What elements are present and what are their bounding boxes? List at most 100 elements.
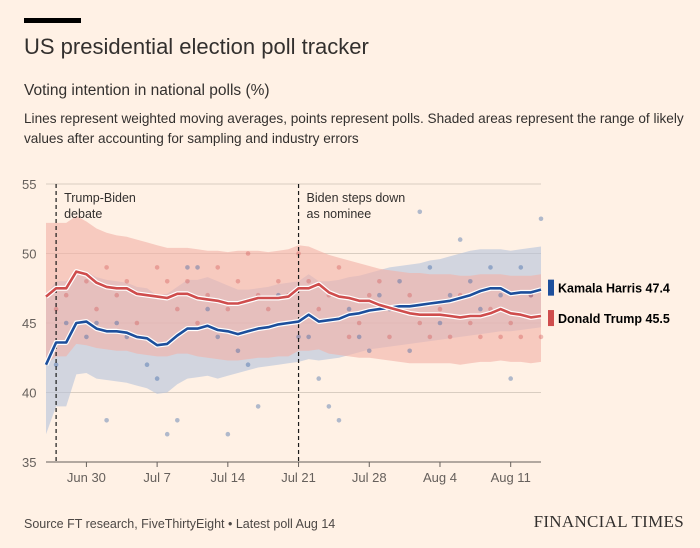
poll-point bbox=[407, 292, 412, 298]
poll-point bbox=[397, 279, 402, 284]
x-tick-label: Jun 30 bbox=[67, 470, 106, 485]
poll-point bbox=[336, 418, 342, 423]
poll-point bbox=[164, 279, 170, 284]
y-tick-label: 40 bbox=[22, 386, 36, 401]
poll-point bbox=[538, 334, 544, 340]
poll-point bbox=[488, 265, 493, 270]
poll-point bbox=[366, 348, 372, 354]
poll-point bbox=[154, 265, 160, 270]
y-tick-label: 45 bbox=[22, 316, 36, 331]
poll-point bbox=[377, 292, 382, 298]
poll-point bbox=[215, 265, 221, 270]
y-tick-label: 35 bbox=[22, 455, 36, 470]
poll-point bbox=[296, 334, 301, 340]
poll-point bbox=[175, 418, 180, 423]
y-tick-label: 55 bbox=[22, 177, 36, 192]
poll-point bbox=[164, 431, 170, 437]
poll-point bbox=[63, 320, 69, 326]
poll-point bbox=[195, 265, 200, 270]
poll-point bbox=[478, 334, 483, 340]
annotation-label: as nominee bbox=[307, 207, 372, 221]
poll-point bbox=[417, 320, 423, 326]
poll-point bbox=[94, 320, 99, 326]
poll-point bbox=[185, 279, 190, 284]
y-tick-label: 50 bbox=[22, 247, 36, 262]
poll-point bbox=[225, 306, 231, 312]
poll-point bbox=[205, 292, 210, 298]
annotation-label: Trump-Biden bbox=[64, 191, 136, 205]
poll-point bbox=[175, 306, 180, 312]
label-marker-donald-trump bbox=[548, 310, 554, 327]
poll-point bbox=[276, 279, 281, 284]
poll-point bbox=[467, 279, 473, 284]
x-tick-label: Jul 28 bbox=[352, 470, 387, 485]
poll-point bbox=[195, 320, 200, 326]
poll-point bbox=[478, 306, 483, 312]
poll-point bbox=[417, 209, 423, 215]
poll-point bbox=[427, 334, 433, 340]
poll-point bbox=[235, 348, 241, 354]
line-kamala-harris bbox=[44, 287, 542, 366]
poll-point bbox=[245, 362, 251, 367]
poll-point bbox=[366, 292, 372, 298]
poll-point bbox=[356, 320, 362, 326]
poll-point bbox=[498, 292, 503, 298]
x-tick-label: Jul 7 bbox=[143, 470, 170, 485]
poll-point bbox=[518, 265, 524, 270]
x-tick-label: Jul 21 bbox=[281, 470, 316, 485]
poll-point bbox=[538, 216, 544, 222]
poll-point bbox=[215, 334, 221, 340]
ft-logo: FINANCIAL TIMES bbox=[533, 512, 684, 531]
poll-point bbox=[508, 320, 513, 326]
poll-point bbox=[114, 292, 120, 298]
poll-point bbox=[346, 334, 352, 340]
poll-point bbox=[53, 306, 59, 312]
poll-point bbox=[387, 334, 392, 340]
poll-point bbox=[427, 265, 433, 270]
annotation-label: Biden steps down bbox=[307, 191, 406, 205]
chart-title: US presidential election poll tracker bbox=[24, 34, 369, 59]
poll-point bbox=[407, 348, 412, 354]
poll-point bbox=[306, 334, 311, 340]
poll-point bbox=[296, 251, 301, 256]
poll-point bbox=[53, 362, 59, 367]
poll-point bbox=[457, 237, 463, 242]
poll-point bbox=[306, 279, 311, 284]
x-tick-label: Jul 14 bbox=[210, 470, 245, 485]
poll-point bbox=[346, 306, 352, 312]
chart-description: Lines represent weighted moving averages… bbox=[24, 111, 684, 146]
label-marker-kamala-harris bbox=[548, 279, 554, 296]
source-note: Source FT research, FiveThirtyEight • La… bbox=[24, 517, 336, 531]
poll-chart: 35 40 45 50 55 Jun 30 Jul 7 Jul 14 Jul 21 Jul 28 A… bbox=[22, 177, 670, 485]
poll-point bbox=[185, 265, 190, 270]
poll-point bbox=[326, 404, 332, 409]
poll-point bbox=[245, 251, 251, 256]
poll-point bbox=[316, 376, 322, 381]
poll-point bbox=[104, 418, 109, 423]
end-label-donald-trump: Donald Trump 45.5 bbox=[558, 312, 670, 326]
poll-point bbox=[508, 376, 513, 381]
poll-point bbox=[316, 306, 322, 312]
poll-point bbox=[518, 334, 524, 340]
annotation-label: debate bbox=[64, 207, 102, 221]
poll-point bbox=[235, 279, 241, 284]
chart-subtitle: Voting intention in national polls (%) bbox=[24, 82, 270, 99]
header-rule bbox=[24, 18, 81, 23]
x-tick-label: Aug 4 bbox=[423, 470, 457, 485]
poll-point bbox=[356, 334, 362, 340]
poll-point bbox=[447, 292, 453, 298]
poll-point bbox=[437, 306, 443, 312]
poll-point bbox=[255, 404, 261, 409]
poll-point bbox=[447, 334, 453, 340]
poll-point bbox=[265, 306, 271, 312]
poll-point bbox=[205, 306, 210, 312]
poll-point bbox=[84, 334, 89, 340]
poll-point bbox=[377, 279, 382, 284]
poll-point bbox=[94, 306, 99, 312]
poll-point bbox=[84, 279, 89, 284]
poll-point bbox=[467, 320, 473, 326]
end-label-kamala-harris: Kamala Harris 47.4 bbox=[558, 282, 670, 296]
line-donald-trump bbox=[45, 270, 542, 319]
poll-point bbox=[114, 320, 120, 326]
poll-point bbox=[154, 376, 160, 381]
